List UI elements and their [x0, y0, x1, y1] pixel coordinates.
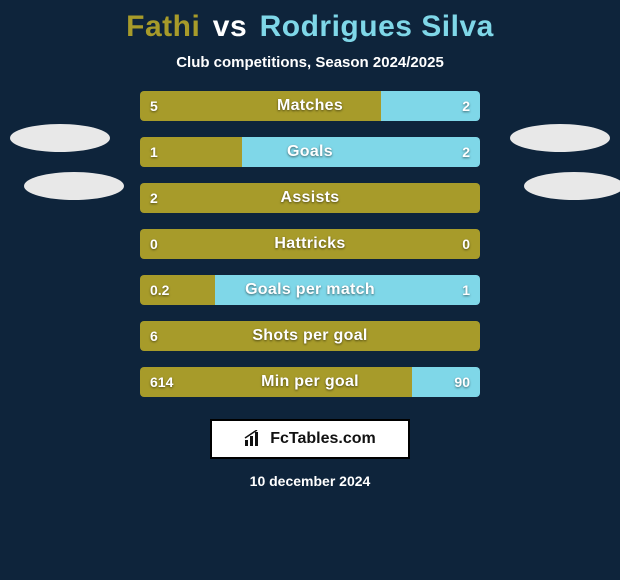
stat-label: Shots per goal — [140, 321, 480, 351]
comparison-card: Fathi vs Rodrigues Silva Club competitio… — [0, 0, 620, 580]
brand-box: FcTables.com — [210, 419, 410, 459]
stat-label: Matches — [140, 91, 480, 121]
stat-value-left: 1 — [150, 137, 158, 167]
page-title: Fathi vs Rodrigues Silva — [0, 10, 620, 44]
stat-value-left: 2 — [150, 183, 158, 213]
stat-value-right: 1 — [462, 275, 470, 305]
stat-label: Goals — [140, 137, 480, 167]
stat-value-left: 0.2 — [150, 275, 169, 305]
stat-row: Goals1 2 — [140, 137, 480, 167]
stat-row: Assists2 — [140, 183, 480, 213]
stat-value-left: 614 — [150, 367, 173, 397]
decorative-oval — [10, 124, 110, 152]
stats-container: Matches52Goals12Assists2Hattricks00Goals… — [140, 91, 480, 397]
subtitle: Club competitions, Season 2024/2025 — [0, 54, 620, 71]
stat-value-left: 5 — [150, 91, 158, 121]
player2-name: Rodrigues Silva — [260, 10, 494, 43]
stat-label: Goals per match — [140, 275, 480, 305]
stat-row: Shots per goal6 — [140, 321, 480, 351]
stat-value-right: 0 — [462, 229, 470, 259]
stat-value-left: 0 — [150, 229, 158, 259]
stat-label: Hattricks — [140, 229, 480, 259]
stat-value-left: 6 — [150, 321, 158, 351]
decorative-oval — [24, 172, 124, 200]
decorative-oval — [524, 172, 620, 200]
player1-name: Fathi — [126, 10, 200, 43]
brand-text: FcTables.com — [270, 430, 376, 448]
vs-label: vs — [213, 10, 247, 43]
stat-label: Min per goal — [140, 367, 480, 397]
decorative-oval — [510, 124, 610, 152]
chart-logo-icon — [244, 430, 264, 448]
stat-row: Min per goal614 90 — [140, 367, 480, 397]
stat-value-right: 90 — [454, 367, 470, 397]
stat-value-right: 2 — [462, 91, 470, 121]
stat-row: Hattricks0 0 — [140, 229, 480, 259]
stat-row: Goals per match0.2 1 — [140, 275, 480, 305]
stat-row: Matches5 2 — [140, 91, 480, 121]
stat-label: Assists — [140, 183, 480, 213]
date-text: 10 december 2024 — [0, 473, 620, 489]
stat-value-right: 2 — [462, 137, 470, 167]
